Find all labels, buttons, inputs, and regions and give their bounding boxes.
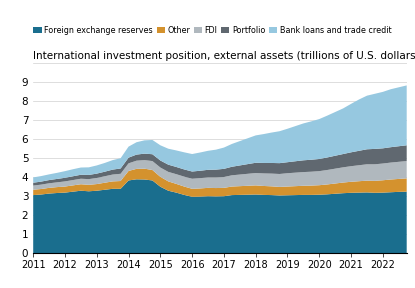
Text: International investment position, external assets (trillions of U.S. dollars): International investment position, exter… [33, 51, 415, 61]
Legend: Foreign exchange reserves, Other, FDI, Portfolio, Bank loans and trade credit: Foreign exchange reserves, Other, FDI, P… [34, 26, 391, 35]
